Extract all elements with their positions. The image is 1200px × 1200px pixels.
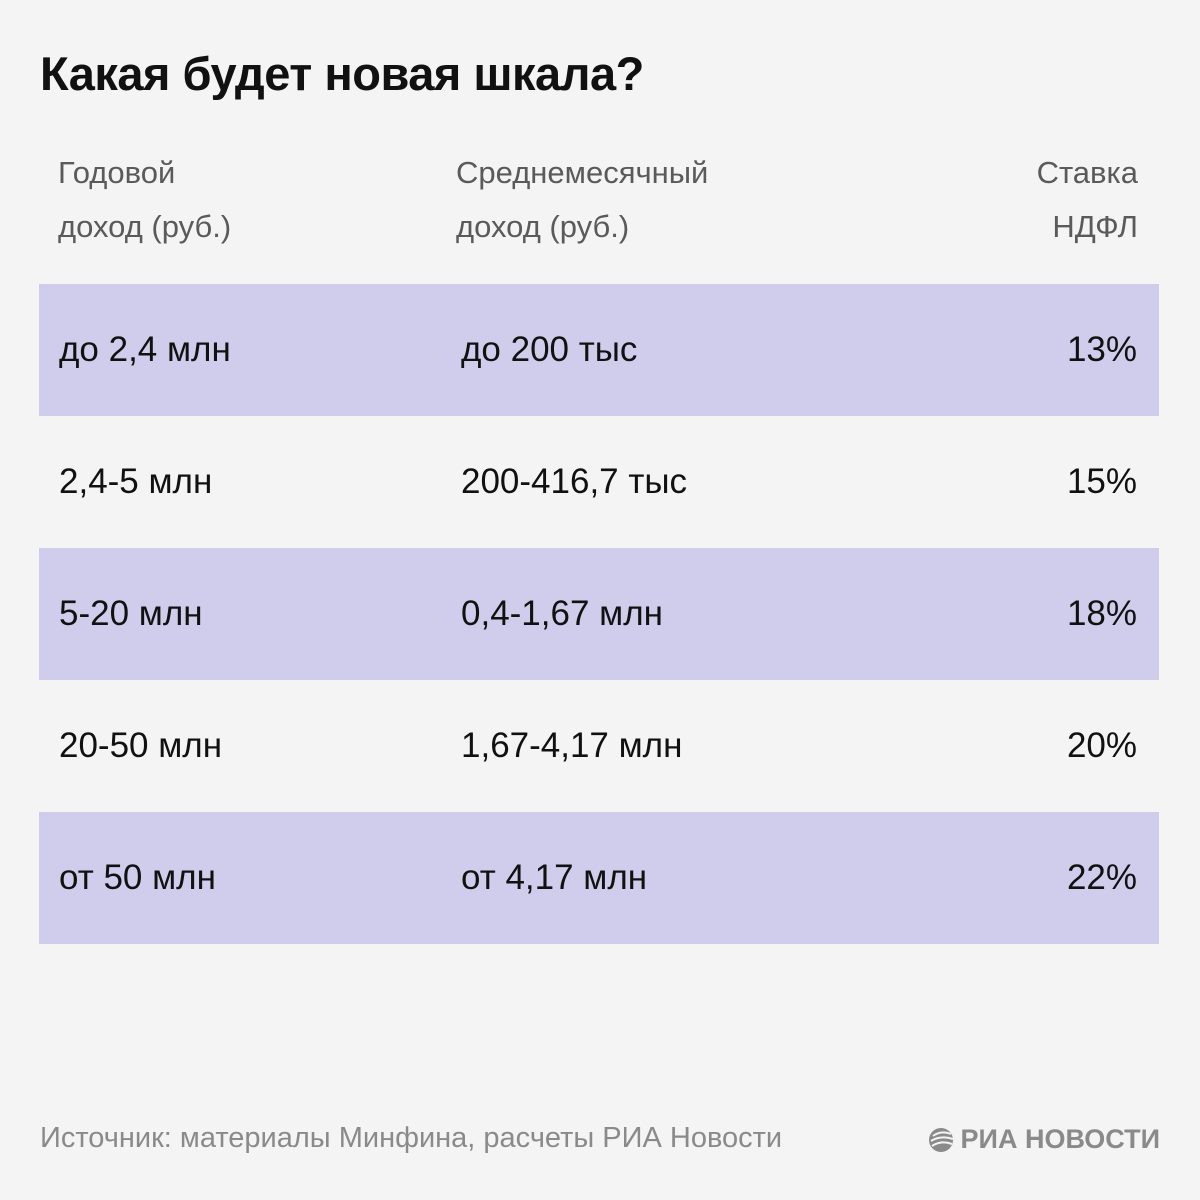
monthly-cell: 1,67-4,17 млн: [461, 726, 683, 765]
logo-text: РИА НОВОСТИ: [960, 1124, 1160, 1154]
globe-icon: [928, 1127, 953, 1152]
header-line: доход (руб.): [456, 209, 630, 244]
header-tax-rate: Ставка НДФЛ: [1037, 146, 1138, 254]
annual-cell: до 2,4 млн: [59, 330, 231, 369]
table-row: 5-20 млн 0,4-1,67 млн 18%: [39, 548, 1159, 680]
header-line: Ставка: [1036, 155, 1138, 190]
header-line: НДФЛ: [1052, 209, 1138, 244]
rate-cell: 13%: [1066, 330, 1137, 369]
monthly-cell: 0,4-1,67 млн: [461, 594, 663, 633]
table-row: от 50 млн от 4,17 млн 22%: [39, 812, 1159, 944]
ria-novosti-logo: РИА НОВОСТИ: [927, 1124, 1160, 1155]
header-monthly-income: Среднемесячный доход (руб.): [456, 146, 708, 254]
source-note: Источник: материалы Минфина, расчеты РИА…: [40, 1122, 783, 1154]
table-row: до 2,4 млн до 200 тыс 13%: [39, 284, 1159, 416]
header-line: доход (руб.): [58, 209, 232, 244]
table-row: 20-50 млн 1,67-4,17 млн 20%: [39, 680, 1159, 812]
rate-cell: 20%: [1066, 726, 1137, 765]
table-row: 2,4-5 млн 200-416,7 тыс 15%: [39, 416, 1159, 548]
annual-cell: 5-20 млн: [59, 594, 203, 633]
monthly-cell: до 200 тыс: [461, 330, 638, 369]
header-annual-income: Годовой доход (руб.): [58, 146, 231, 254]
monthly-cell: от 4,17 млн: [461, 858, 648, 897]
annual-cell: от 50 млн: [59, 858, 216, 897]
annual-cell: 2,4-5 млн: [59, 462, 213, 501]
rate-cell: 22%: [1066, 858, 1137, 897]
monthly-cell: 200-416,7 тыс: [461, 462, 688, 501]
annual-cell: 20-50 млн: [59, 726, 223, 765]
rate-cell: 15%: [1066, 462, 1137, 501]
header-line: Среднемесячный: [456, 155, 709, 190]
page-title: Какая будет новая шкала?: [40, 47, 644, 100]
header-line: Годовой: [58, 155, 176, 190]
rate-cell: 18%: [1066, 594, 1137, 633]
